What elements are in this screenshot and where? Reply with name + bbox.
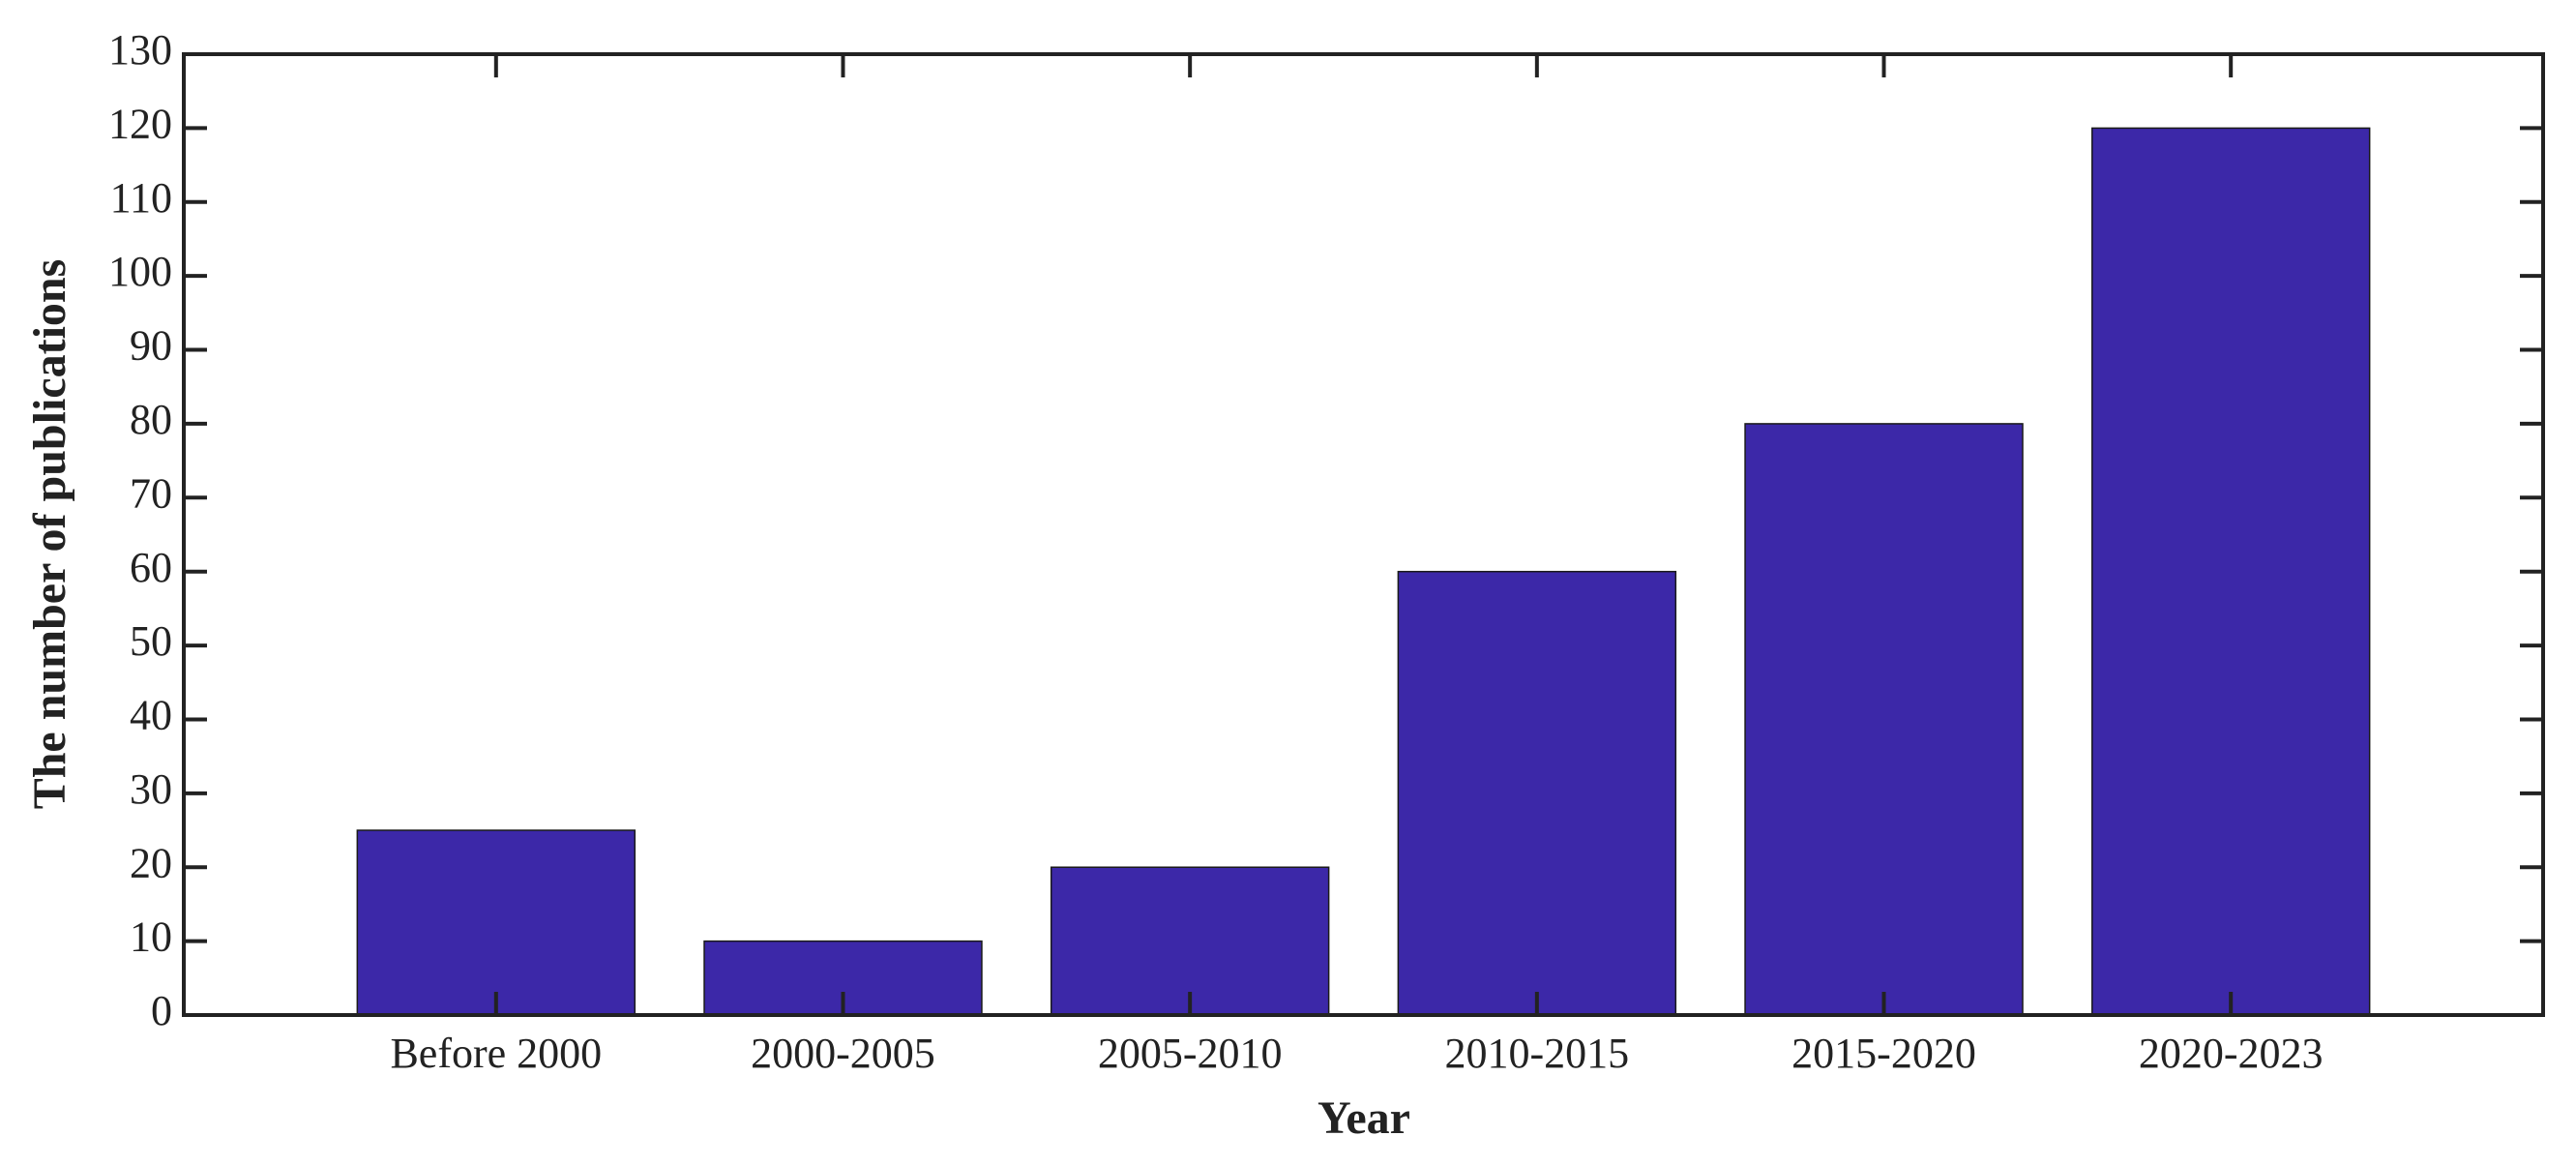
y-tick-label: 70 bbox=[130, 469, 172, 517]
y-tick-label: 40 bbox=[130, 692, 172, 739]
bar bbox=[356, 829, 637, 1016]
y-tick-label: 130 bbox=[108, 26, 172, 74]
bar bbox=[2090, 127, 2371, 1016]
bar bbox=[1744, 423, 2024, 1016]
y-tick-label: 0 bbox=[151, 987, 172, 1034]
x-tick-label: 2010-2015 bbox=[1445, 1030, 1630, 1077]
y-tick-label: 100 bbox=[108, 248, 172, 295]
x-tick-label: Before 2000 bbox=[390, 1030, 602, 1077]
bar bbox=[1397, 570, 1677, 1016]
y-tick-label: 20 bbox=[130, 839, 172, 886]
x-tick-label: 2020-2023 bbox=[2139, 1030, 2324, 1077]
x-tick-label: 2005-2010 bbox=[1098, 1030, 1283, 1077]
x-tick-label: 2000-2005 bbox=[751, 1030, 935, 1077]
x-tick-label: 2015-2020 bbox=[1791, 1030, 1976, 1077]
y-tick-label: 30 bbox=[130, 765, 172, 813]
y-tick-label: 10 bbox=[130, 913, 172, 961]
y-tick-label: 50 bbox=[130, 617, 172, 665]
y-tick-label: 60 bbox=[130, 544, 172, 591]
y-tick-label: 90 bbox=[130, 322, 172, 370]
y-tick-label: 120 bbox=[108, 100, 172, 147]
y-tick-label: 110 bbox=[110, 174, 172, 222]
plot-frame bbox=[182, 52, 2545, 1017]
y-tick-label: 80 bbox=[130, 396, 172, 443]
y-axis-title: The number of publications bbox=[24, 259, 75, 810]
x-axis-title: Year bbox=[1318, 1092, 1410, 1144]
